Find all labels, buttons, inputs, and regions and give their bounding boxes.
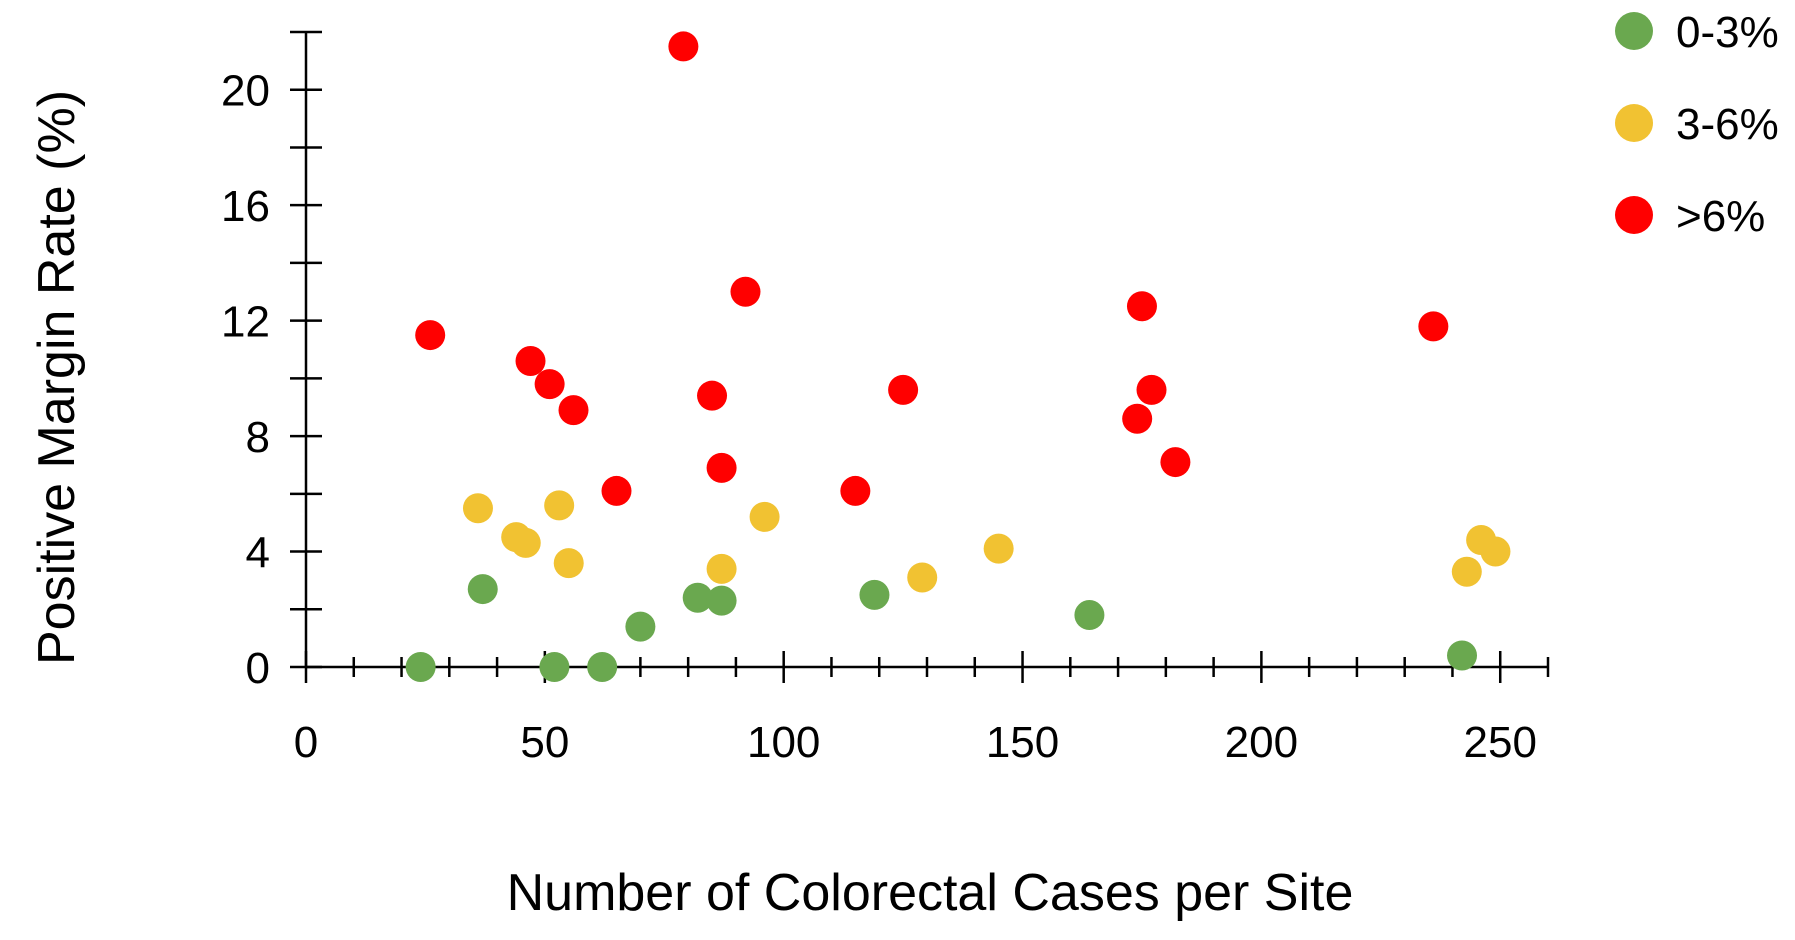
y-tick-label: 20 [221, 67, 270, 116]
legend-label: 0-3% [1676, 8, 1779, 57]
data-point [1122, 403, 1153, 434]
y-tick-label: 0 [246, 644, 270, 693]
data-point [983, 533, 1014, 564]
data-point [515, 346, 546, 377]
data-point [544, 490, 575, 521]
data-point [1136, 374, 1167, 405]
data-point [510, 527, 541, 558]
data-point [1160, 447, 1191, 478]
data-point [749, 501, 780, 532]
data-point [539, 652, 570, 682]
legend: 0-3% 3-6% >6% [1615, 8, 1779, 241]
legend-label: >6% [1676, 192, 1765, 241]
data-point [907, 562, 938, 593]
data-point [840, 475, 871, 506]
y-ticks: 0 4 8 12 16 20 [221, 30, 322, 693]
y-tick-label: 16 [221, 182, 270, 231]
data-point [1451, 556, 1482, 587]
data-point [462, 493, 493, 524]
y-tick-label: 4 [246, 529, 270, 578]
y-axis-label: Positive Margin Rate (%) [28, 90, 86, 665]
x-tick-label: 250 [1464, 718, 1537, 767]
data-point [553, 548, 584, 579]
data-point [467, 574, 498, 605]
x-ticks: 0 50 100 150 200 250 [294, 651, 1550, 767]
data-point [587, 652, 618, 682]
legend-marker [1615, 12, 1653, 50]
data-point [1074, 600, 1105, 631]
data-point [601, 475, 632, 506]
data-point [888, 374, 919, 405]
data-point [415, 320, 446, 351]
data-point [668, 31, 699, 62]
data-point [706, 452, 737, 483]
data-point [405, 652, 436, 682]
legend-marker [1615, 196, 1653, 234]
y-tick-label: 12 [221, 298, 270, 347]
x-tick-label: 100 [747, 718, 820, 767]
data-point [1126, 291, 1157, 322]
x-tick-label: 200 [1225, 718, 1298, 767]
data-point [730, 276, 761, 307]
data-points [405, 31, 1511, 682]
data-point [706, 553, 737, 584]
axes: 0 4 8 12 16 20 0 50 100 150 200 250 [221, 30, 1550, 767]
legend-label: 3-6% [1676, 100, 1779, 149]
data-point [1418, 311, 1449, 342]
data-point [859, 579, 890, 610]
data-point [682, 582, 713, 613]
legend-marker [1615, 104, 1653, 142]
data-point [625, 611, 656, 642]
y-tick-label: 8 [246, 413, 270, 462]
x-tick-label: 0 [294, 718, 318, 767]
data-point [1480, 536, 1511, 567]
x-tick-label: 50 [520, 718, 569, 767]
data-point [558, 395, 589, 426]
data-point [706, 585, 737, 616]
data-point [1447, 640, 1478, 671]
x-tick-label: 150 [986, 718, 1059, 767]
x-axis-label: Number of Colorectal Cases per Site [507, 864, 1354, 922]
data-point [697, 380, 728, 411]
data-point [534, 369, 565, 400]
